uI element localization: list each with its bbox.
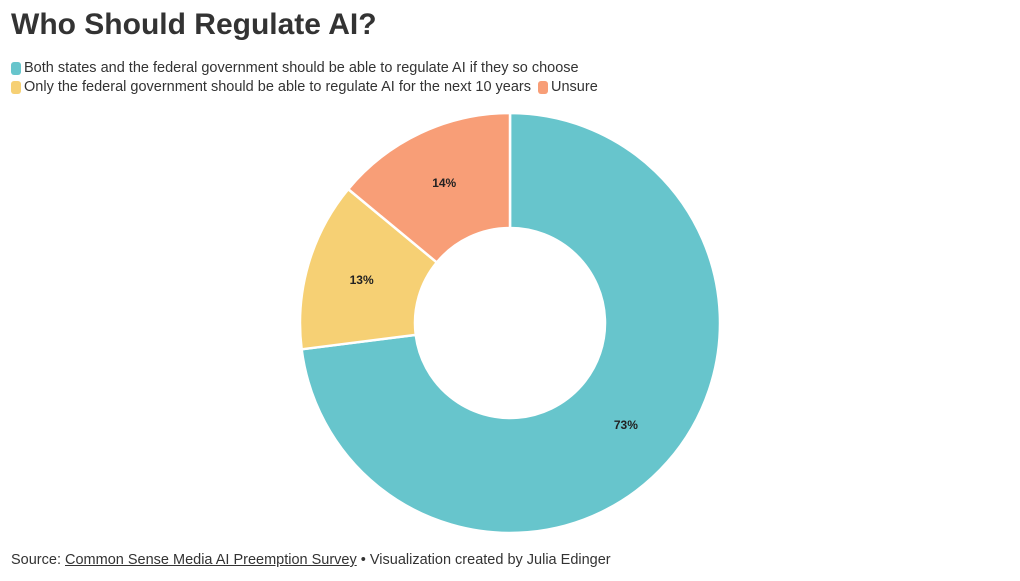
- chart-title: Who Should Regulate AI?: [11, 8, 377, 41]
- credit-text: • Visualization created by Julia Edinger: [356, 552, 611, 568]
- slice-federal[interactable]: [298, 187, 439, 351]
- slice-label-both: 73%: [614, 418, 638, 432]
- legend-item-unsure[interactable]: Unsure: [538, 78, 598, 97]
- slice-both[interactable]: [300, 111, 722, 535]
- chart-legend: Both states and the federal government s…: [11, 59, 711, 97]
- legend-item-both[interactable]: Both states and the federal government s…: [11, 59, 579, 78]
- legend-item-federal[interactable]: Only the federal government should be ab…: [11, 78, 531, 97]
- source-link[interactable]: Common Sense Media AI Preemption Survey: [65, 552, 357, 568]
- slice-unsure[interactable]: [346, 111, 512, 264]
- source-prefix: Source:: [11, 552, 65, 568]
- legend-label-unsure: Unsure: [551, 79, 598, 95]
- slice-label-federal: 13%: [350, 273, 374, 287]
- legend-label-federal: Only the federal government should be ab…: [24, 79, 532, 95]
- source-footer: Source: Common Sense Media AI Preemption…: [11, 552, 611, 568]
- slice-label-unsure: 14%: [432, 176, 456, 190]
- legend-swatch-both: [11, 62, 21, 75]
- legend-swatch-unsure: [538, 81, 549, 94]
- legend-swatch-federal: [11, 81, 21, 94]
- legend-label-both: Both states and the federal government s…: [24, 60, 579, 76]
